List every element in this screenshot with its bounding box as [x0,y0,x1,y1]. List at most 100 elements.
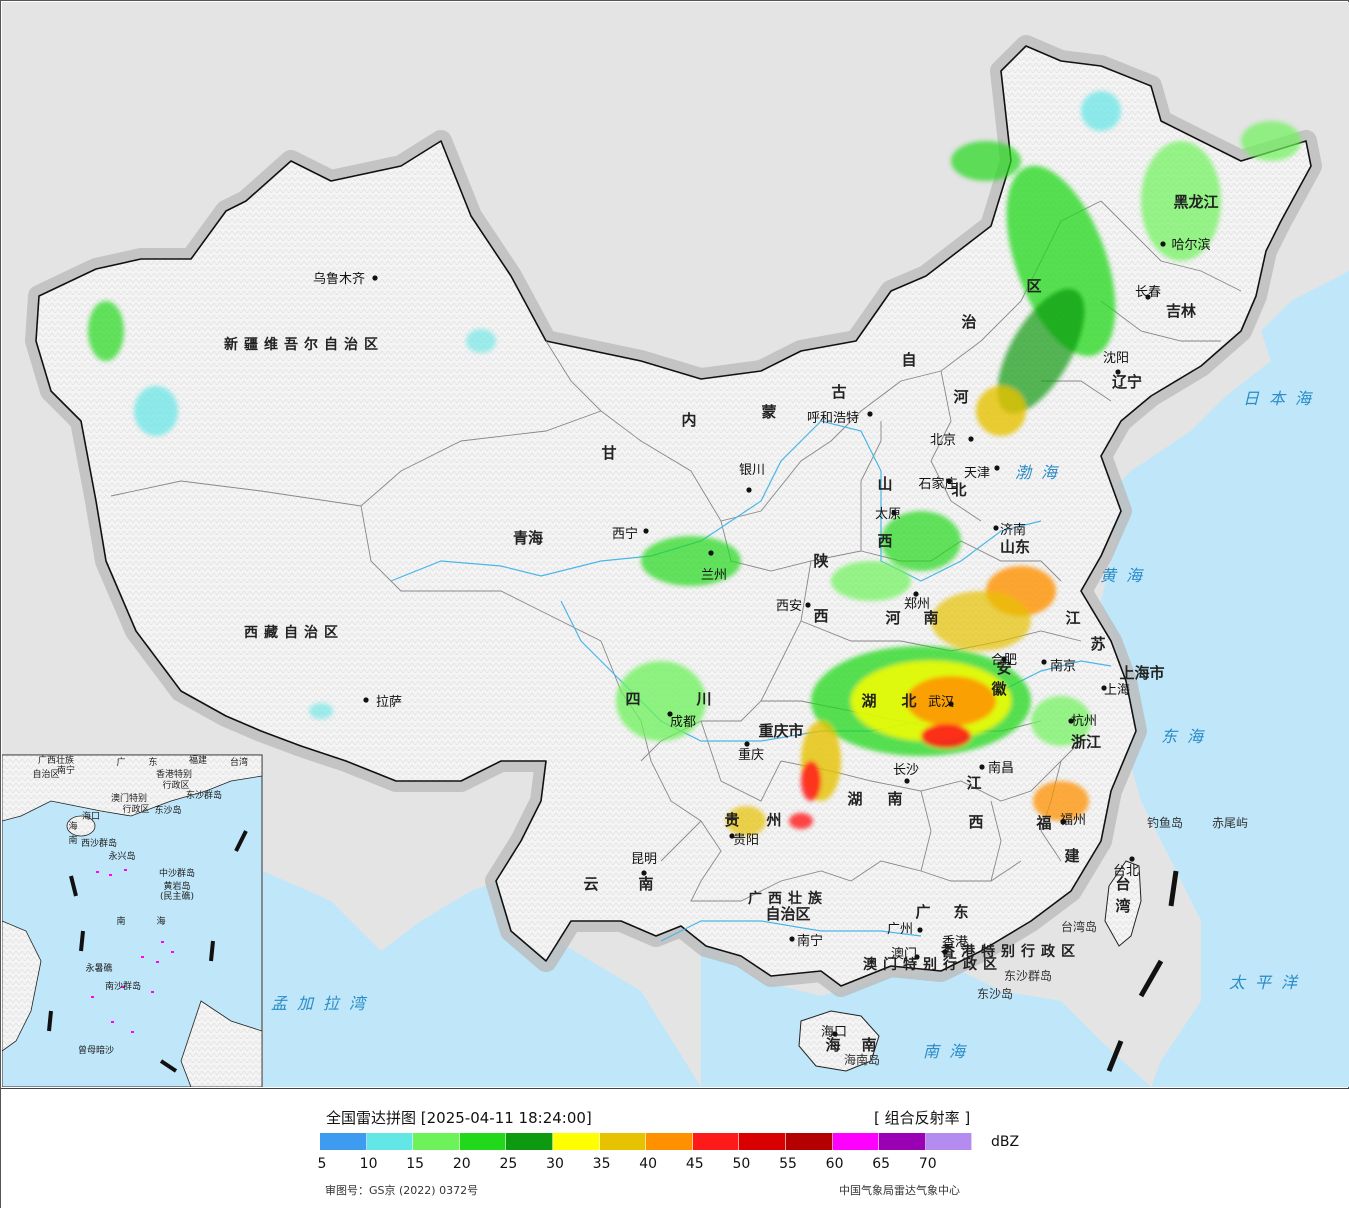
city-label: 呼和浩特 [807,411,859,426]
region-label: 湾 [1115,897,1130,915]
region-label: 自 [901,351,916,369]
city-marker [744,741,750,747]
color-scale-swatch [925,1133,973,1150]
city-marker [914,954,920,960]
city-marker [832,1031,838,1037]
city-label: 长春 [1135,285,1161,300]
region-label: 广 [915,903,930,921]
sea-area [1096,271,1349,1087]
city-label: 南昌 [988,760,1014,776]
city-marker [1041,659,1047,665]
data-source: 中国气象局雷达气象中心 [839,1184,960,1197]
region-label: 西 [877,532,892,550]
city-label: 杭州 [1071,714,1097,729]
city-marker [708,550,714,556]
city-label: 济南 [1000,522,1026,538]
city-marker [917,927,923,933]
city-label: 贵阳 [733,833,759,848]
region-label: 苏 [1090,635,1105,653]
inset-label: (民主礁) [160,890,194,902]
region-label: 州 [765,811,781,829]
color-scale-swatch [506,1133,553,1150]
inset-label: 西沙群岛 [81,837,117,849]
city-marker [1068,718,1074,724]
region-label: 西 [968,813,983,831]
island-label: 赤尾屿 [1212,816,1248,830]
region-label: 新疆维吾尔自治区 [224,336,384,353]
inset-label: 海口 [82,810,100,822]
island-label: 海南岛 [844,1052,880,1067]
region-label: 南 [887,790,902,808]
sea-label: 东海 [1161,727,1213,746]
color-scale-swatch [879,1133,926,1150]
color-scale-swatch [692,1133,740,1150]
color-scale-bar [320,1133,973,1150]
color-scale-swatch [646,1133,693,1150]
sea-label: 日本海 [1243,389,1321,408]
region-label: 台 [1115,875,1130,893]
inset-label: 黄岩岛 [163,880,190,892]
city-marker [1160,241,1166,247]
city-marker [913,591,919,597]
inset-label: 永暑礁 [85,962,112,974]
inset-label: 香港特别 [156,768,192,780]
color-scale-swatch [739,1133,786,1150]
city-marker [1101,685,1107,691]
city-label: 海口 [821,1025,847,1040]
product-name: [ 组合反射率 ] [874,1109,971,1127]
south-china-sea-inset [2,754,263,1087]
city-marker [643,528,649,534]
city-label: 拉萨 [376,695,402,710]
city-label: 乌鲁木齐 [313,271,365,287]
region-label: 浙江 [1071,733,1101,751]
color-scale-tick: 10 [359,1156,378,1172]
city-marker [729,833,735,839]
region-label: 西藏自治区 [244,624,344,641]
sea-label: 南海 [923,1042,975,1061]
sea-area [263,871,701,1087]
region-label: 北 [951,481,966,499]
color-scale-tick: 35 [592,1156,611,1172]
inset-label: 南 [116,915,125,927]
region-label: 河 [885,609,900,627]
color-scale-tick: 70 [918,1156,937,1172]
city-marker [1060,819,1066,825]
city-label: 广州 [887,922,913,937]
region-label: 福 [1035,814,1051,832]
china-radar-mosaic-map: 新疆维吾尔自治区西藏自治区青海甘内 蒙古自治区黑龙江吉林辽宁河北山西 山东陕西河南四… [2,2,1349,1087]
city-label: 澳门 [891,946,917,962]
region-label: 蒙 [761,403,776,421]
city-label: 沈阳 [1103,351,1129,366]
inset-label: 澳门特别 [111,792,147,804]
sea-label: 孟加拉湾 [271,994,375,1013]
city-marker [979,764,985,770]
region-label: 重庆市 [758,722,803,740]
region-label: 四 [625,690,640,708]
city-label: 银川 [739,463,765,478]
city-marker [641,870,647,876]
region-label: 徽 [990,680,1007,698]
island-label: 钓鱼岛 [1147,815,1183,830]
color-scale-tick: 50 [732,1156,751,1172]
region-label: 云 [583,875,598,893]
region-label: 北 [901,692,916,710]
color-scale-tick: 40 [639,1156,658,1172]
city-marker [891,510,897,516]
region-label: 甘 [601,444,616,462]
city-label: 上海 [1104,683,1130,698]
taiwan-island [1104,860,1142,947]
city-label: 天津 [964,466,990,481]
region-label: 南 [638,875,653,893]
unit-label: dBZ [991,1134,1020,1150]
region-label: 上海市 [1119,664,1164,682]
region-label: 南 [861,1036,876,1054]
inset-label: 行政区 [122,803,149,815]
color-scale-tick: 45 [685,1156,704,1172]
color-scale-tick: 30 [546,1156,564,1172]
sea-label: 太平洋 [1229,973,1307,992]
city-marker [1145,294,1151,300]
city-marker [867,411,873,417]
city-label: 北京 [930,433,956,448]
city-label: 石家庄 [918,476,957,492]
city-marker [946,478,952,484]
